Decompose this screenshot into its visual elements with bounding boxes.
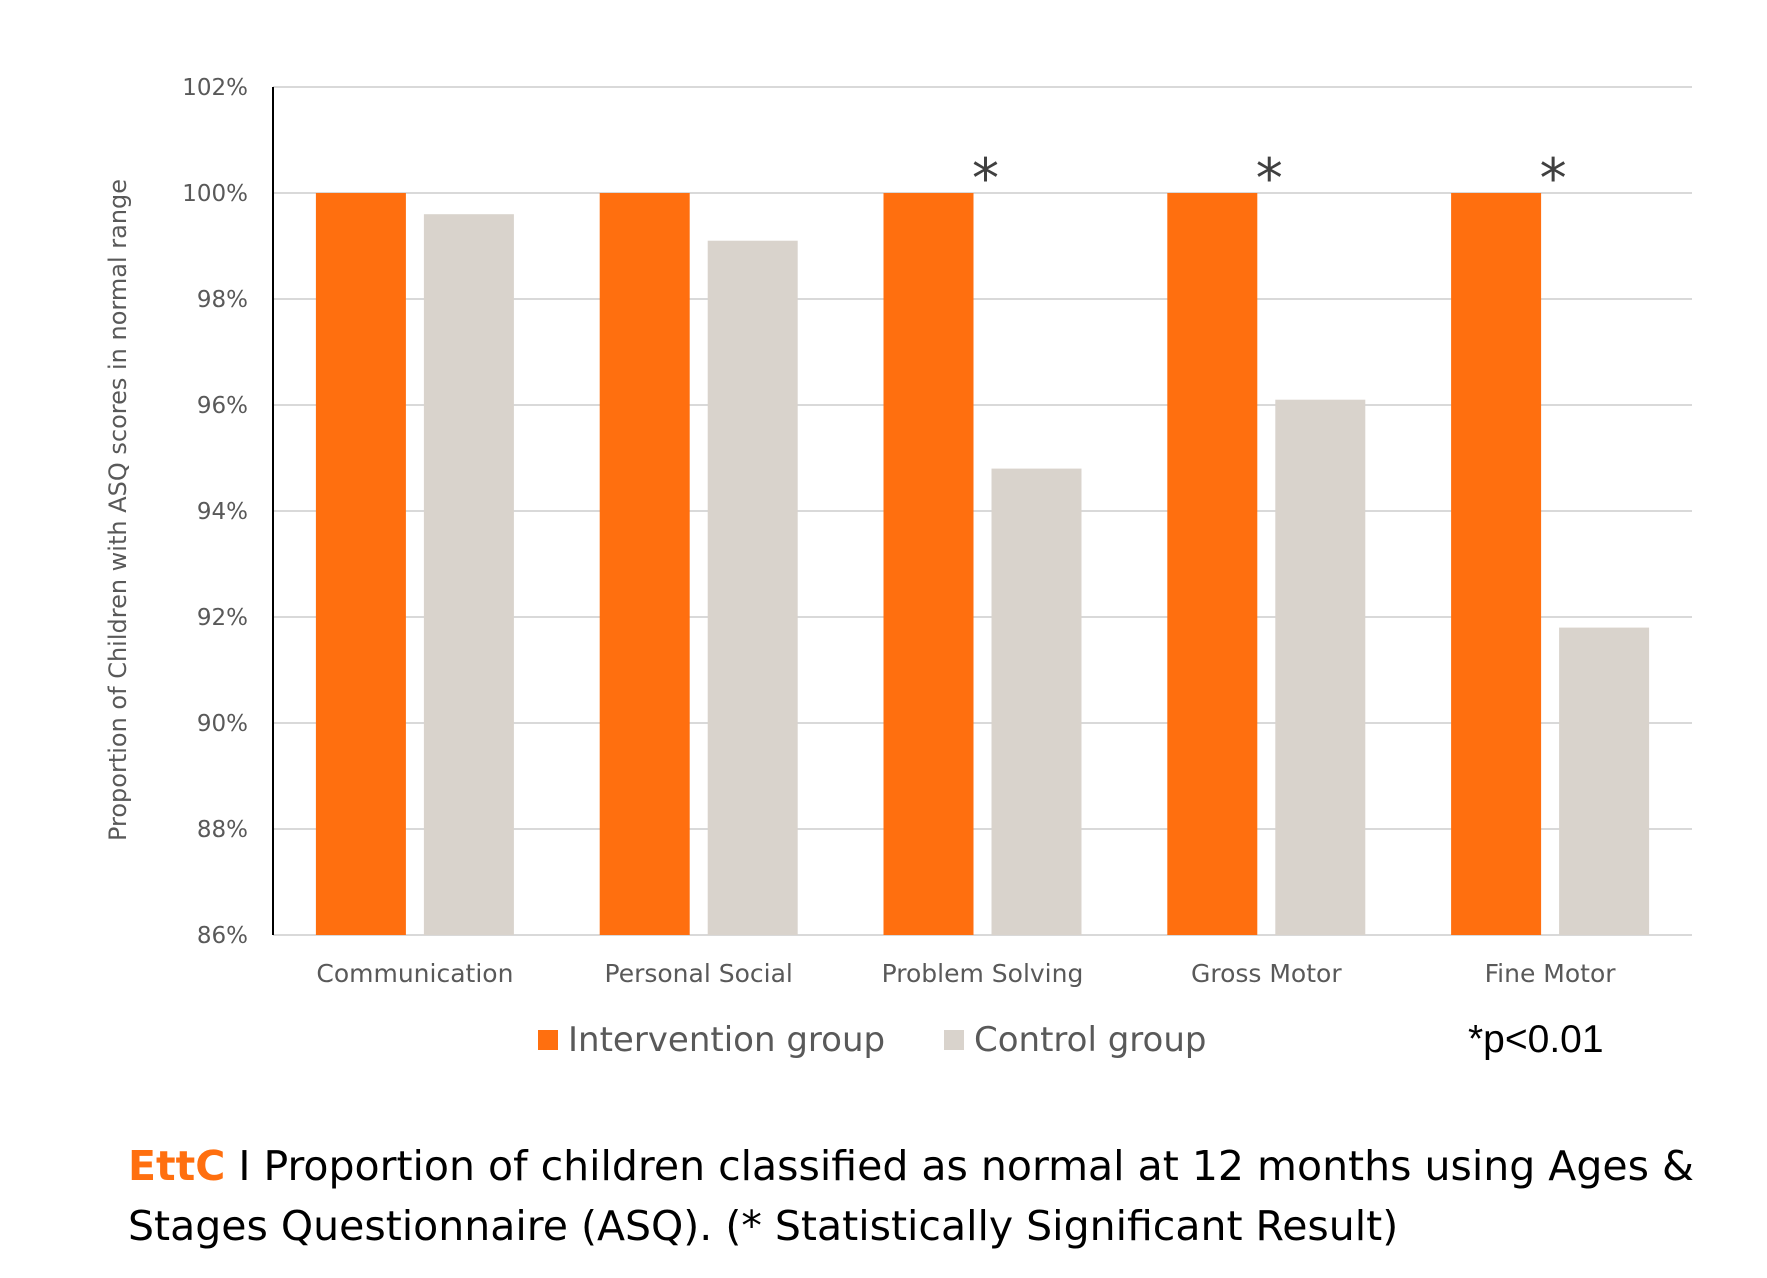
significance-markers: * * * — [972, 147, 1567, 210]
caption-text: I Proportion of children classified as n… — [128, 1142, 1694, 1250]
bar-intervention — [315, 193, 406, 935]
bar-intervention — [599, 193, 690, 935]
y-tick-labels: 86% 88% 90% 92% 94% 96% 98% 100% 102% — [182, 75, 248, 949]
significance-asterisk: * — [972, 147, 999, 210]
bar-control — [423, 214, 514, 935]
bar-control — [1275, 399, 1366, 935]
figure-caption: EttC I Proportion of children classified… — [128, 1136, 1748, 1256]
y-tick-label: 96% — [197, 393, 248, 419]
y-axis-label: Proportion of Children with ASQ scores i… — [104, 179, 132, 841]
legend: Intervention group Control group — [0, 1020, 1767, 1080]
y-tick-label: 94% — [197, 499, 248, 525]
bar-control — [707, 240, 798, 935]
y-tick-label: 86% — [197, 923, 248, 949]
control-swatch — [944, 1030, 964, 1050]
bar-control — [991, 468, 1082, 935]
bar-intervention — [1167, 193, 1258, 935]
bar-intervention — [1451, 193, 1542, 935]
category-labels: Communication Personal Social Problem Solv… — [316, 959, 1616, 988]
y-tick-label: 102% — [182, 75, 248, 101]
y-tick-label: 88% — [197, 817, 248, 843]
y-tick-label: 92% — [197, 605, 248, 631]
category-label: Gross Motor — [1191, 959, 1342, 988]
category-label: Problem Solving — [882, 959, 1084, 988]
category-label: Fine Motor — [1485, 959, 1617, 988]
bar-control — [1559, 627, 1650, 935]
y-tick-label: 90% — [197, 711, 248, 737]
p-value-note: *p<0.01 — [1468, 1018, 1604, 1061]
y-tick-label: 100% — [182, 181, 248, 207]
bars — [315, 193, 1650, 935]
legend-item-control: Control group — [944, 1020, 1206, 1060]
legend-intervention-label: Intervention group — [568, 1020, 886, 1060]
intervention-swatch — [538, 1030, 558, 1050]
caption-brand: EttC — [128, 1142, 226, 1190]
bar-chart: 86% 88% 90% 92% 94% 96% 98% 100% 102% * * * Commun… — [104, 75, 1692, 988]
y-tick-label: 98% — [197, 287, 248, 313]
legend-item-intervention: Intervention group — [538, 1020, 885, 1060]
significance-asterisk: * — [1256, 147, 1283, 210]
significance-asterisk: * — [1540, 147, 1567, 210]
legend-control-label: Control group — [974, 1020, 1207, 1060]
category-label: Communication — [316, 959, 513, 988]
bar-intervention — [883, 193, 974, 935]
category-label: Personal Social — [605, 959, 793, 988]
